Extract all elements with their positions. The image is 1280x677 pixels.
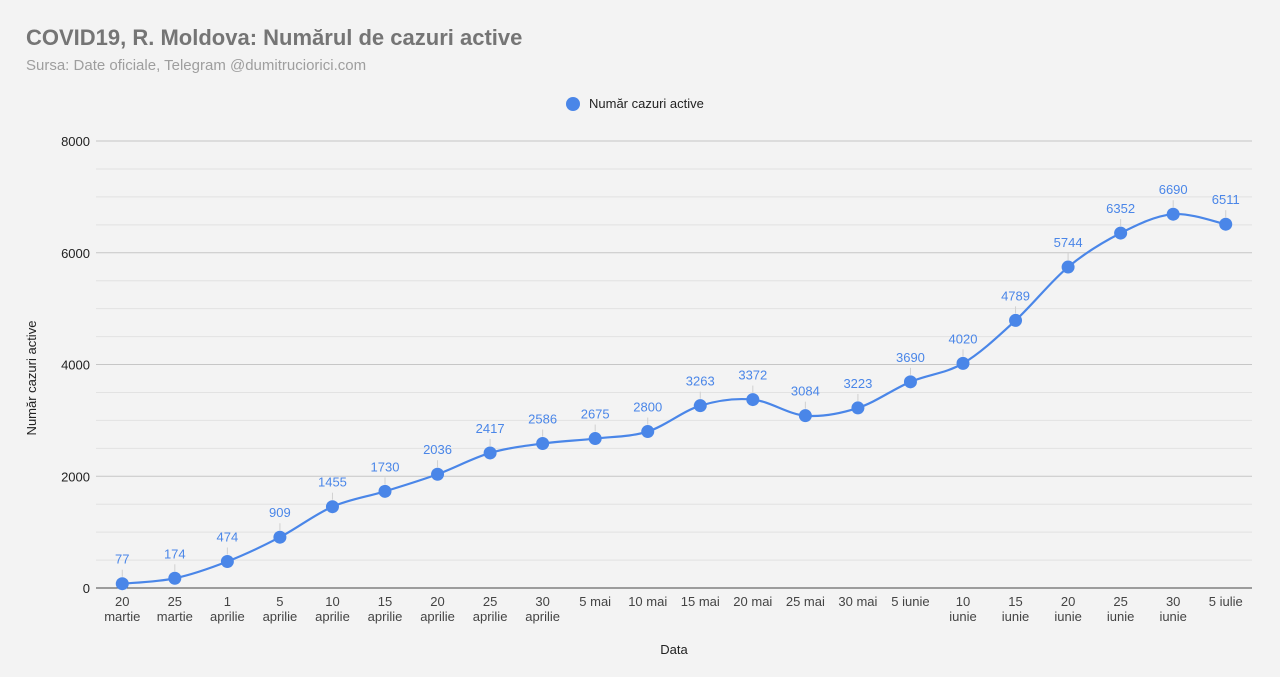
x-tick-label: 5 iulie (1209, 594, 1243, 609)
x-tick-label: 30 aprilie (525, 594, 560, 624)
x-tick-label: 15 mai (681, 594, 720, 609)
x-tick-label: 5 iunie (891, 594, 929, 609)
data-point (1166, 207, 1180, 221)
data-labels: 77 174 474 909 1455 1730 2036 2417 2586 2675 2800 3… (115, 182, 1240, 577)
x-axis-title: Data (660, 642, 688, 657)
data-label: 1455 (318, 475, 347, 490)
y-tick-label: 4000 (61, 358, 90, 373)
data-label: 5744 (1054, 235, 1083, 250)
y-tick-label: 2000 (61, 469, 90, 484)
data-label: 6352 (1106, 201, 1135, 216)
data-point (325, 500, 339, 514)
data-point (431, 467, 445, 481)
x-tick-label: 5 aprilie (263, 594, 298, 624)
legend-marker (566, 97, 580, 111)
x-tick-label: 20 iunie (1054, 594, 1081, 624)
x-tick-label: 15 aprilie (368, 594, 403, 624)
x-tick-label: 20 martie (104, 594, 140, 624)
data-label: 6511 (1212, 192, 1240, 207)
data-point (641, 425, 655, 439)
data-point (746, 393, 760, 407)
x-tick-label: 1 aprilie (210, 594, 245, 624)
x-tick-label: 30 iunie (1159, 594, 1186, 624)
x-tick-label: 20 aprilie (420, 594, 455, 624)
data-label: 474 (217, 530, 239, 545)
x-tick-label: 10 mai (628, 594, 667, 609)
data-label: 3084 (791, 384, 820, 399)
x-tick-label: 25 iunie (1107, 594, 1134, 624)
series-lines (122, 213, 1226, 585)
x-tick-label: 10 iunie (949, 594, 976, 624)
x-tick-label: 25 martie (157, 594, 193, 624)
x-axis-ticks: 20 martie 25 martie 1 aprilie 5 aprilie 10 aprili… (104, 594, 1243, 624)
data-point (956, 356, 970, 370)
data-point (536, 437, 550, 451)
data-label: 909 (269, 505, 291, 520)
data-point (851, 401, 865, 415)
y-axis-ticks: 0 2000 4000 6000 8000 (61, 134, 90, 596)
data-point (273, 530, 287, 544)
data-point (693, 399, 707, 413)
data-points (115, 207, 1233, 591)
data-point (1009, 313, 1023, 327)
x-tick-label: 15 iunie (1002, 594, 1029, 624)
data-point (1219, 217, 1233, 231)
series-line (122, 213, 1226, 585)
x-tick-label: 25 aprilie (473, 594, 508, 624)
data-label: 1730 (371, 459, 400, 474)
data-label: 3372 (738, 368, 767, 383)
legend: Număr cazuri active (566, 96, 704, 111)
y-tick-label: 6000 (61, 246, 90, 261)
x-tick-label: 10 aprilie (315, 594, 350, 624)
data-label: 77 (115, 552, 129, 567)
data-label: 4789 (1001, 288, 1030, 303)
data-point (798, 409, 812, 423)
y-tick-label: 0 (83, 581, 90, 596)
data-point (115, 577, 129, 591)
data-label: 174 (164, 546, 186, 561)
data-label: 2586 (528, 412, 557, 427)
data-point (1114, 226, 1128, 240)
data-point (220, 555, 234, 569)
data-label: 3263 (686, 374, 715, 389)
chart-subtitle: Sursa: Date oficiale, Telegram @dumitruc… (26, 57, 367, 74)
x-tick-label: 25 mai (786, 594, 825, 609)
data-point (168, 571, 182, 585)
data-label: 2036 (423, 442, 452, 457)
x-tick-label: 30 mai (838, 594, 877, 609)
data-point (903, 375, 917, 389)
data-label: 2675 (581, 407, 610, 422)
legend-label: Număr cazuri active (589, 96, 704, 111)
data-point (1061, 260, 1075, 274)
y-axis-title: Număr cazuri active (24, 321, 39, 436)
chart-title: COVID19, R. Moldova: Numărul de cazuri a… (26, 25, 523, 50)
gridlines (96, 140, 1252, 589)
data-label: 2417 (476, 421, 505, 436)
y-tick-label: 8000 (61, 134, 90, 149)
data-label: 3690 (896, 350, 925, 365)
data-point (378, 484, 392, 498)
data-label: 2800 (633, 400, 662, 415)
x-tick-label: 5 mai (579, 594, 611, 609)
data-label: 3223 (843, 376, 872, 391)
x-tick-label: 20 mai (733, 594, 772, 609)
data-label: 6690 (1159, 182, 1188, 197)
data-point (588, 432, 602, 446)
data-point (483, 446, 497, 460)
data-label: 4020 (949, 331, 978, 346)
